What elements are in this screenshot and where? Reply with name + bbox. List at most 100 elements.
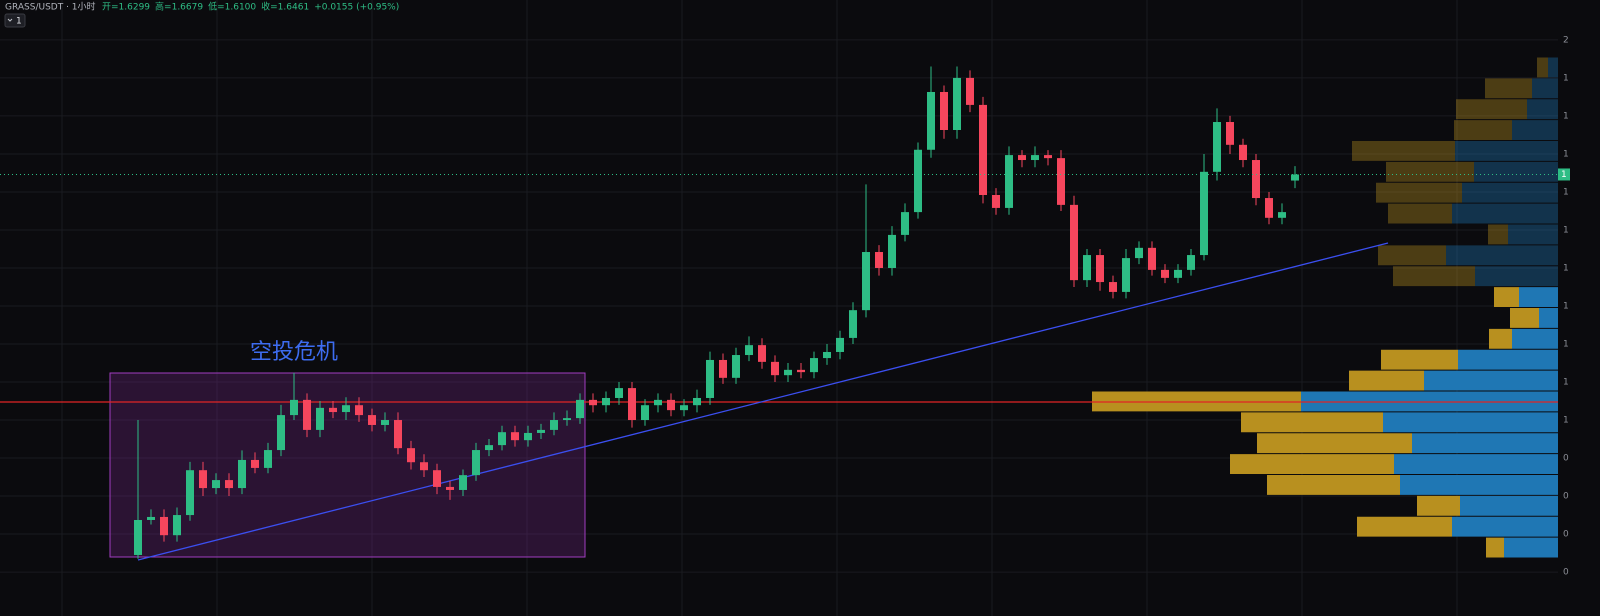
y-tick-label: 1 [1563,378,1569,388]
candle-body [654,399,662,406]
candle-body [940,91,948,130]
candle-body [537,429,545,433]
candle-body [459,475,467,490]
y-tick-label: 1 [1563,263,1569,273]
profile-buy [1388,203,1452,224]
candle-body [615,388,623,398]
profile-sell [1474,161,1558,182]
profile-buy [1393,266,1475,287]
profile-sell [1452,203,1558,224]
volume-profile [1092,57,1558,558]
candle-body [485,445,493,451]
header-value: 低=1.6100 [208,1,256,13]
profile-sell [1512,328,1558,349]
profile-buy [1386,161,1474,182]
candle-body [1213,122,1221,172]
profile-buy [1357,516,1452,537]
candle-body [1291,174,1299,181]
y-tick-label: 1 [1563,187,1569,197]
candle-body [979,104,987,195]
candle-body [1174,269,1182,278]
header-value: +0.0155 (+0.95%) [314,3,399,13]
profile-sell [1512,120,1558,140]
profile-buy [1485,78,1532,99]
candles [134,66,1299,559]
y-tick-label: 1 [1563,301,1569,311]
candle-body [134,519,142,555]
profile-sell [1532,78,1558,99]
candle-body [446,486,454,490]
profile-sell [1446,245,1558,266]
profile-sell [1462,182,1558,203]
candle-body [1135,247,1143,259]
candle-body [784,369,792,376]
candle-body [342,405,350,413]
candle-body [1200,171,1208,256]
profile-buy [1537,57,1548,78]
profile-sell [1394,454,1558,474]
candle-body [1252,160,1260,199]
candle-body [277,415,285,451]
candle-body [1031,155,1039,161]
candle-body [1005,155,1013,208]
candle-body [667,399,675,411]
highlight-box [109,372,586,558]
header-value: 开=1.6299 [102,2,150,13]
candle-body [290,399,298,416]
profile-buy [1378,245,1446,266]
candle-body [797,369,805,373]
candle-body [888,234,896,268]
profile-sell [1455,141,1558,161]
candle-body [680,405,688,411]
candle-body [953,77,961,130]
profile-sell [1452,516,1558,537]
y-tick-label: 0 [1563,492,1569,502]
y-tick-label: 0 [1563,530,1569,540]
candle-body [862,252,870,311]
candle-body [1044,155,1052,159]
candle-body [1226,122,1234,145]
candle-body [849,310,857,338]
profile-buy [1241,412,1383,433]
candle-body [160,516,168,536]
horizontal-grid [0,39,1558,573]
candle-body [264,450,272,468]
candle-body [433,470,441,487]
candle-body [251,459,259,468]
candle-body [745,345,753,356]
profile-buy [1257,433,1412,454]
profile-buy [1456,99,1527,120]
candle-body [927,91,935,150]
candle-body [1109,282,1117,292]
y-tick-label: 0 [1563,568,1569,578]
candle-body [875,252,883,268]
candle-body [732,355,740,378]
profile-sell [1424,370,1558,391]
profile-buy [1349,370,1424,391]
interval-button[interactable] [4,13,26,28]
last-price: 1 [0,168,1570,181]
profile-buy [1489,328,1512,349]
candle-body [1239,144,1247,161]
profile-sell [1383,412,1558,433]
profile-buy [1376,182,1462,203]
candle-body [966,77,974,105]
y-tick-label: 1 [1563,111,1569,121]
interval-label[interactable]: 1 [16,17,22,27]
candle-body [199,470,207,489]
y-tick-label: 1 [1563,149,1569,159]
annotation: 空投危机 [250,340,338,365]
profile-sell [1460,495,1558,516]
candle-body [1096,255,1104,283]
symbol: GRASS/USDT · 1小时 [5,1,96,13]
candle-body [771,361,779,376]
candle-body [511,432,519,441]
y-tick-label: 1 [1563,416,1569,426]
candle-body [420,462,428,471]
candle-body [238,459,246,489]
candle-body [381,420,389,425]
candle-body [1070,204,1078,281]
candle-body [1018,155,1026,161]
